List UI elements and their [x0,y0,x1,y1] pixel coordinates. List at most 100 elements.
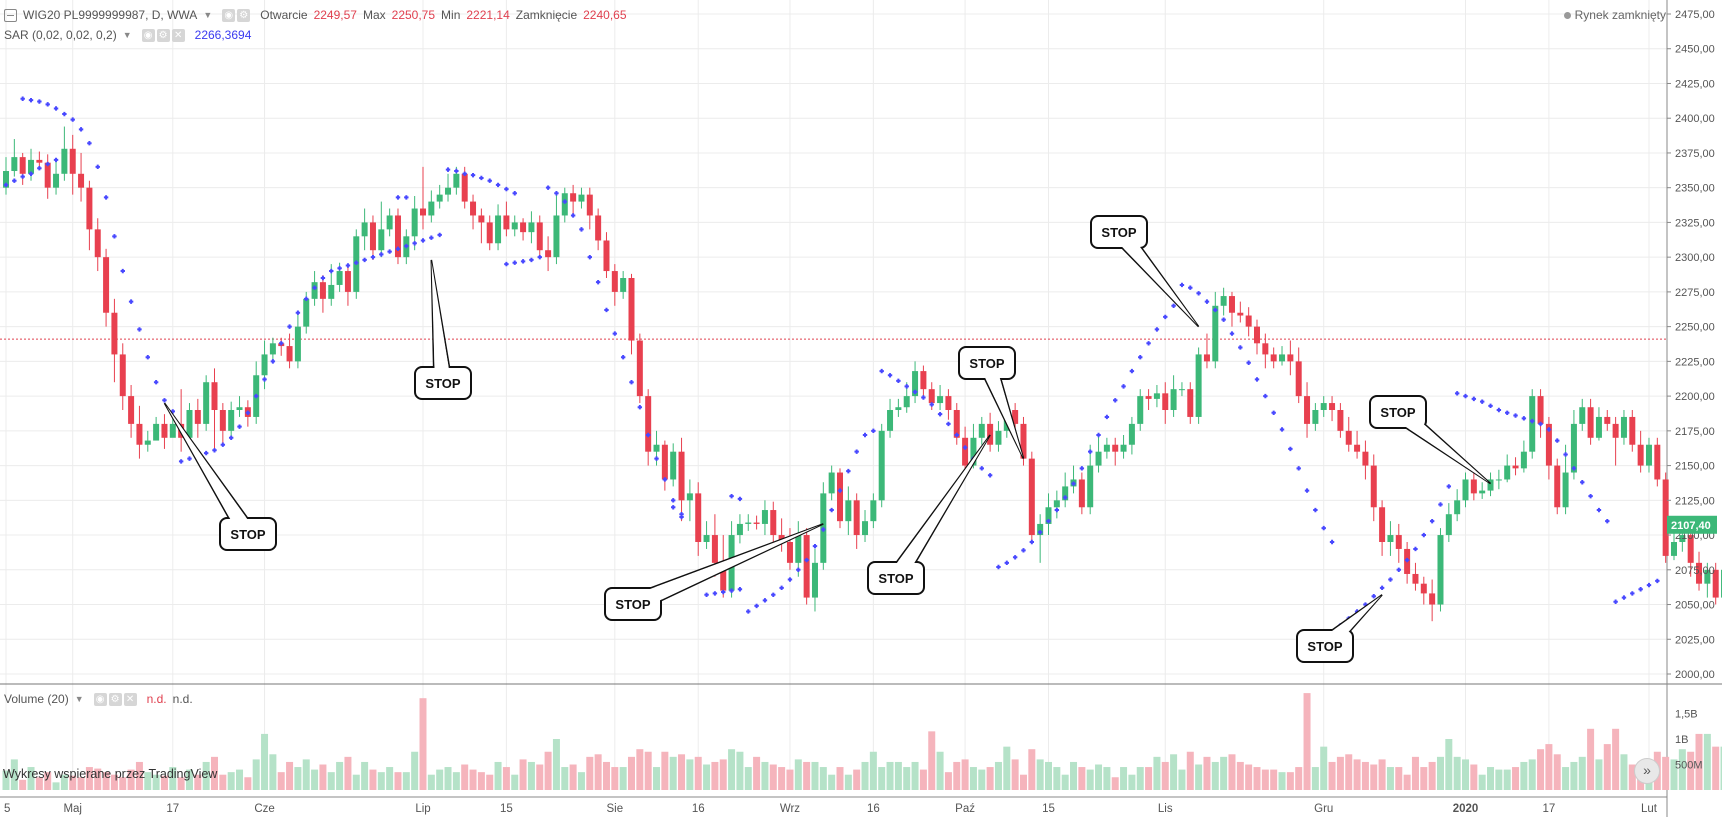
close-icon[interactable]: ✕ [123,692,137,706]
eye-icon[interactable]: ◉ [141,28,155,42]
sar-dot [554,191,559,196]
collapse-icon[interactable] [4,8,17,22]
candle-body [1545,423,1552,466]
candle-body [1420,583,1427,594]
volume-bar [1145,767,1153,790]
sar-value: 2266,3694 [194,28,252,42]
sar-dot [387,249,392,254]
sar-dot [45,161,50,167]
candle-body [1495,479,1502,481]
last-price-label: 2107,40 [1671,520,1711,532]
candle-body [436,194,443,202]
sar-dot [445,167,451,172]
callout-label: STOP [425,376,460,391]
volume-bar [169,767,177,790]
candle [19,152,26,185]
chevron-down-icon[interactable]: ▼ [74,694,84,704]
sar-dot [3,182,9,188]
callout-label: STOP [969,356,1004,371]
tradingview-attribution[interactable]: Wykresy wspierane przez TradingView [3,767,218,781]
candle [378,201,385,258]
eye-icon[interactable]: ◉ [222,8,236,22]
candle [887,398,894,438]
volume-label[interactable]: Volume (20) [4,692,69,706]
sar-dot [1505,410,1510,415]
sar-dot [1196,291,1201,296]
double-chevron-right-icon[interactable]: » [1634,758,1660,784]
gear-icon[interactable]: ⚙ [108,692,122,706]
candle-body [1470,479,1477,494]
volume-bar [661,751,669,790]
sar-dot [662,477,668,482]
candle-body [1562,472,1569,508]
candle-body [420,208,426,216]
sar-dot [137,327,142,332]
candle-body [912,371,919,397]
sar-label[interactable]: SAR (0,02, 0,02, 0,2) [4,28,117,42]
sar-dot [762,598,768,603]
candle [1629,410,1636,452]
sar-dot [545,185,551,190]
candle [386,208,393,237]
candle-body [1062,486,1069,501]
candle-body [937,396,944,404]
price-tick-label: 2375,00 [1675,148,1715,160]
candle [795,521,802,577]
volume-bar [1111,777,1119,790]
volume-bar [336,761,344,790]
candle [369,215,376,260]
candle-body [536,222,543,251]
chevron-down-icon[interactable]: ▼ [122,30,132,40]
volume-bar [719,759,727,790]
gear-icon[interactable]: ⚙ [156,28,170,42]
candle [94,218,101,272]
volume-bar [1537,749,1545,790]
volume-bar [686,759,694,790]
candle-body [645,396,652,452]
candle-body [1487,479,1494,491]
volume-bar [427,774,435,790]
close-icon[interactable]: ✕ [171,28,185,42]
candle-body [1671,542,1677,556]
candle-body [1329,403,1336,410]
time-tick-label: Maj [63,803,82,815]
candle [1295,347,1302,404]
volume-bar [144,772,152,790]
volume-bar [903,767,911,790]
candle [1554,458,1561,515]
candle [603,232,610,278]
sar-dot [612,331,618,336]
market-status: Rynek zamknięty [1563,8,1666,22]
candle [420,166,426,230]
candle [78,152,85,202]
candle [1312,403,1319,431]
price-tick-label: 2050,00 [1675,600,1715,612]
candle-body [1687,535,1694,563]
sar-dot [95,164,100,170]
candle-body [595,215,602,241]
candle [778,518,785,552]
volume-bar [869,751,877,790]
volume-bar [1261,769,1269,790]
sar-dot [1088,449,1093,454]
candle-body [1187,389,1194,417]
candle [1512,457,1519,476]
volume-bar [1370,764,1378,790]
sar-dot [1037,530,1043,535]
sar-dot [1446,484,1452,489]
eye-icon[interactable]: ◉ [93,692,107,706]
candle-body [211,382,218,410]
candle [286,333,293,369]
candle-body [1103,444,1110,452]
chevron-down-icon[interactable]: ▼ [203,10,213,20]
candle-body [1387,535,1394,542]
candle-body [837,472,843,522]
price-tick-label: 2000,00 [1675,669,1715,681]
volume-bar [769,764,777,790]
gear-icon[interactable]: ⚙ [237,8,251,22]
volume-bar [794,759,802,790]
volume-bar [519,759,527,790]
volume-tick-label: 1,5B [1675,709,1698,721]
symbol-label[interactable]: WIG20 PL9999999987, D, WWA [23,8,198,22]
